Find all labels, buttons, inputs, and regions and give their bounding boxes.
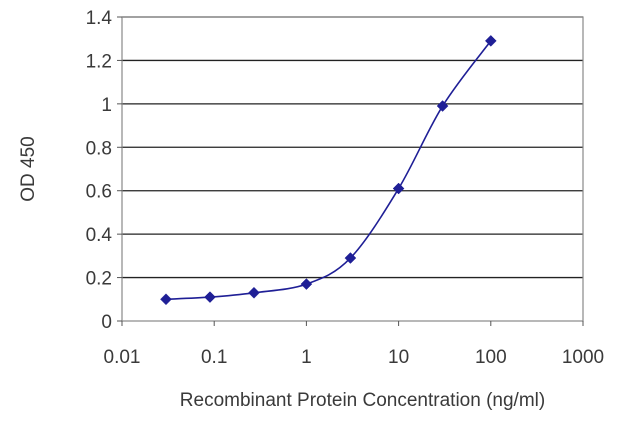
x-tick-label: 0.1 [201,347,227,368]
x-axis: 0.01 0.1 1 10 100 1000 [104,321,604,368]
y-tick-label: 0.6 [86,182,112,203]
x-axis-title: Recombinant Protein Concentration (ng/ml… [180,390,545,411]
y-tick-label: 0.4 [86,225,113,246]
data-point-marker [248,286,260,299]
y-tick-label: 0 [101,312,112,333]
data-point-marker [204,291,216,303]
data-point-marker [484,35,497,47]
series-curve [165,40,492,301]
y-tick-label: 0.8 [86,138,112,159]
data-markers [160,35,497,306]
x-tick-label: 1 [301,347,312,368]
plot-frame [121,16,584,322]
data-point-marker [344,252,357,264]
data-point-marker [436,100,449,112]
data-point-marker [300,278,313,290]
y-tick-label: 1 [101,95,112,116]
x-tick-label: 10 [388,347,409,368]
x-tick-label: 100 [475,347,507,368]
data-point-marker [160,293,172,306]
y-tick-label: 0.2 [86,269,112,290]
grid-lines [122,16,583,279]
x-tick-label: 1000 [562,347,604,368]
data-point-marker [392,182,405,195]
y-axis-title: OD 450 [18,136,39,201]
y-tick-label: 1.2 [86,51,112,72]
x-tick-label: 0.01 [104,347,141,368]
y-tick-label: 1.4 [86,8,113,29]
y-axis: 0 0.2 0.4 0.6 0.8 1 1.2 1.4 [86,8,122,333]
